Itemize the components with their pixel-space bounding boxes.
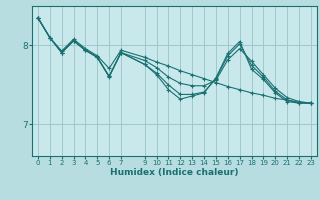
X-axis label: Humidex (Indice chaleur): Humidex (Indice chaleur) [110,168,239,177]
